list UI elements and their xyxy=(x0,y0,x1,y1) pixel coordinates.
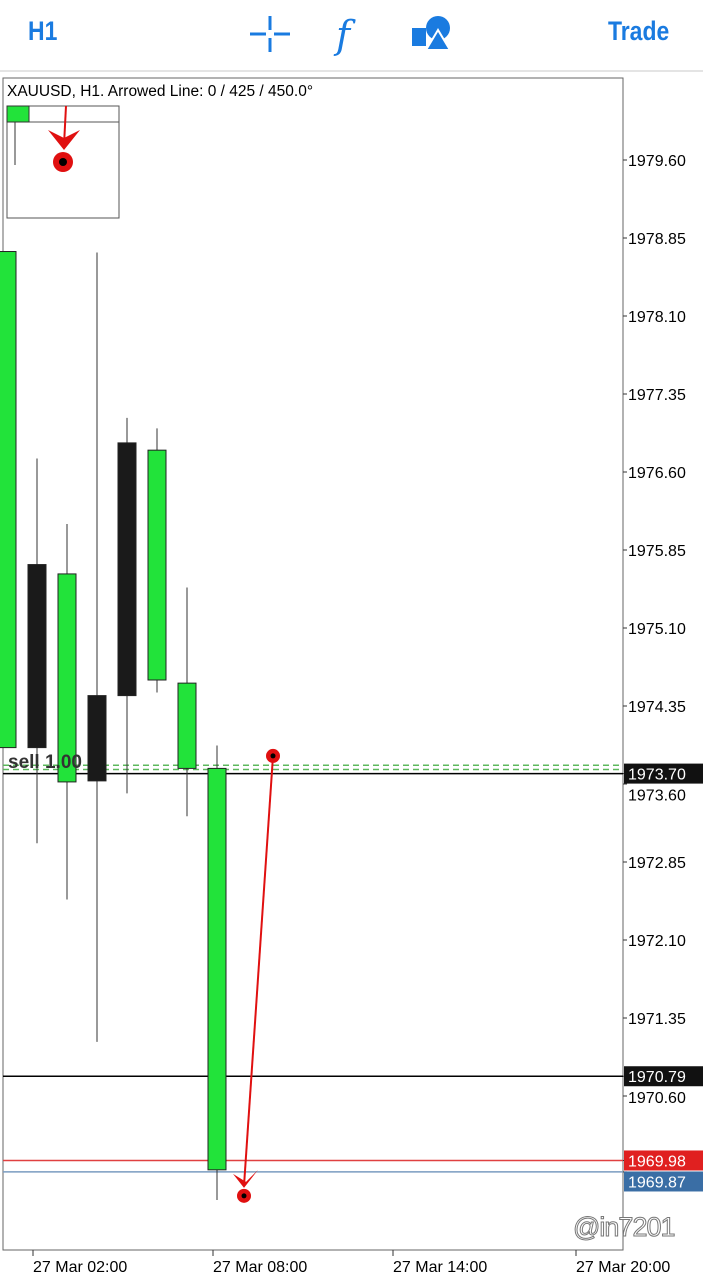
price-tick-label: 1979.60 xyxy=(628,153,686,170)
price-badge-label: 1969.87 xyxy=(628,1174,686,1191)
candle-body xyxy=(0,251,17,749)
candle-body xyxy=(117,442,137,697)
chart-frame xyxy=(2,77,624,1251)
price-tick-label: 1974.35 xyxy=(628,699,686,716)
price-badge xyxy=(624,1150,703,1171)
crosshair-icon[interactable] xyxy=(248,12,292,56)
price-tick-label: 1970.60 xyxy=(628,1090,686,1107)
price-badge xyxy=(624,1171,703,1192)
arrow-head-icon xyxy=(48,130,80,150)
price-tick-label: 1978.10 xyxy=(628,309,686,326)
price-tick-label: 1975.10 xyxy=(628,621,686,638)
price-badge-label: 1970.79 xyxy=(628,1069,686,1086)
price-tick-label: 1971.35 xyxy=(628,1011,686,1028)
toolbar: H1 f Trade xyxy=(0,0,703,72)
price-badge xyxy=(624,763,703,784)
price-badge xyxy=(624,1066,703,1087)
price-tick-label: 1976.60 xyxy=(628,465,686,482)
trade-button[interactable]: Trade xyxy=(608,16,670,46)
candle-body xyxy=(87,695,107,782)
price-tick-label: 1975.85 xyxy=(628,543,686,560)
objects-icon[interactable] xyxy=(410,12,454,56)
candle-body xyxy=(27,564,47,749)
price-badge-label: 1973.70 xyxy=(628,767,686,784)
function-icon[interactable]: f xyxy=(326,12,370,56)
candle-body xyxy=(177,682,197,769)
order-label: sell 1.00 xyxy=(8,752,82,773)
price-tick-label: 1973.60 xyxy=(628,788,686,805)
candle-body xyxy=(147,449,167,681)
chart-title: XAUUSD, H1. Arrowed Line: 0 / 425 / 450.… xyxy=(7,83,314,100)
time-tick-label: 27 Mar 08:00 xyxy=(213,1259,307,1276)
preview-candle xyxy=(6,105,30,123)
arrow-head-icon xyxy=(233,1169,258,1188)
price-tick-label: 1972.85 xyxy=(628,855,686,872)
arrowed-line xyxy=(243,755,274,1186)
candle-body xyxy=(57,573,77,783)
price-badge-label: 1969.98 xyxy=(628,1153,686,1170)
timeframe-button[interactable]: H1 xyxy=(28,16,58,46)
arrowed-line-end-center xyxy=(241,1193,247,1199)
time-tick-label: 27 Mar 20:00 xyxy=(576,1259,670,1276)
preview-point-center xyxy=(59,158,67,166)
time-tick-label: 27 Mar 14:00 xyxy=(393,1259,487,1276)
arrowed-line-start-center xyxy=(270,753,276,759)
watermark: @in7201 xyxy=(573,1212,676,1243)
price-tick-label: 1978.85 xyxy=(628,231,686,248)
price-tick-label: 1972.10 xyxy=(628,933,686,950)
price-tick-label: 1977.35 xyxy=(628,387,686,404)
time-tick-label: 27 Mar 02:00 xyxy=(33,1259,127,1276)
candle-body xyxy=(207,767,227,1171)
